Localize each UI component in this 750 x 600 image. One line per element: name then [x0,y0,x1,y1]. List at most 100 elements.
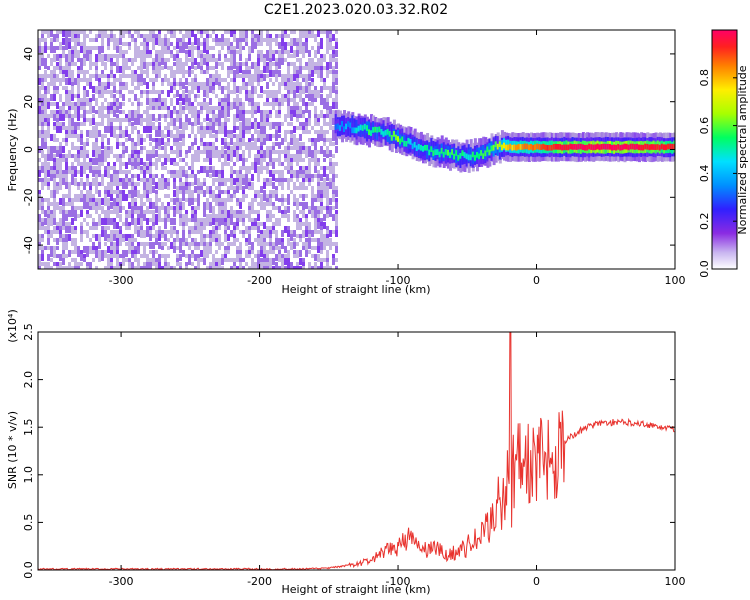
spectrogram-ridge-cell [496,143,500,150]
spectrogram-noise-cell [128,66,131,70]
spectrogram-noise-cell [329,46,332,50]
spectrogram-noise-cell [104,158,107,162]
spectrogram-ridge-cell [380,129,384,135]
spectrogram-ridge-cell [401,136,405,143]
spectrogram-noise-cell [296,150,299,157]
spectrogram-noise-cell [263,150,266,154]
spectrogram-noise-cell [287,82,290,86]
spectrogram-noise-cell [137,190,140,194]
spectrogram-noise-cell [212,134,215,138]
spectrogram-noise-cell [56,34,59,38]
spectrogram-noise-cell [38,106,41,113]
spectrogram-noise-cell [311,194,314,198]
spectrogram-ridge-cell [438,151,442,158]
spectrogram-noise-cell [230,214,233,221]
spectrogram-noise-cell [275,186,278,190]
spectrogram-noise-cell [44,118,47,125]
spectrogram-noise-cell [194,106,197,110]
spectrogram-noise-cell [320,134,323,141]
spectrogram-noise-cell [245,42,248,46]
spectrogram-ridge-cell [463,152,467,158]
spectrogram-noise-cell [179,238,182,245]
spectrogram-noise-cell [92,246,95,253]
spectrogram-noise-cell [326,242,329,246]
spectrogram-noise-cell [155,50,158,54]
spectrogram-noise-cell [53,166,56,173]
spectrogram-noise-cell [56,146,59,150]
spectrogram-noise-cell [128,210,131,214]
spectrogram-noise-cell [296,170,299,177]
spectrogram-noise-cell [311,238,314,242]
spectrogram-noise-cell [314,198,317,202]
spectrogram-noise-cell [92,226,95,230]
spectrogram-noise-cell [68,118,71,122]
spectrogram-noise-cell [275,262,278,269]
spectrogram-noise-cell [218,62,221,66]
spectrogram-noise-cell [149,90,152,94]
spectrogram-noise-cell [170,66,173,70]
spectrogram-noise-cell [101,158,104,165]
spectrogram-noise-cell [227,94,230,101]
spectrogram-noise-cell [227,258,230,262]
spectrogram-noise-cell [275,234,278,238]
spectrogram-noise-cell [305,238,308,242]
spectrogram-noise-cell [179,222,182,226]
spectrogram-noise-cell [176,50,179,54]
spectrogram-noise-cell [200,42,203,46]
spectrogram-noise-cell [203,206,206,213]
spectrogram-ridge-cell [640,144,644,151]
spectrogram-noise-cell [104,134,107,138]
spectrogram-noise-cell [335,198,338,205]
spectrogram-noise-cell [194,218,197,222]
spectrogram-noise-cell [161,206,164,210]
spectrogram-noise-cell [116,186,119,193]
spectrogram-noise-cell [308,66,311,70]
spectrogram-noise-cell [269,190,272,194]
spectrogram-noise-cell [269,42,272,46]
spectrogram-noise-cell [293,186,296,190]
spectrogram-noise-cell [266,114,269,118]
spectrogram-y-tick-label: 20 [22,95,35,109]
spectrogram-noise-cell [95,38,98,42]
spectrogram-noise-cell [245,158,248,162]
spectrogram-noise-cell [302,110,305,117]
spectrogram-noise-cell [299,42,302,46]
spectrogram-noise-cell [113,118,116,122]
spectrogram-noise-cell [317,266,320,269]
spectrogram-noise-cell [305,194,308,198]
spectrogram-noise-cell [38,110,41,117]
spectrogram-noise-cell [194,186,197,193]
spectrogram-noise-cell [269,70,272,77]
spectrogram-noise-cell [248,90,251,94]
spectrogram-noise-cell [212,106,215,110]
spectrogram-noise-cell [170,158,173,165]
spectrogram-noise-cell [158,226,161,230]
spectrogram-noise-cell [266,218,269,222]
spectrogram-noise-cell [74,266,77,269]
spectrogram-noise-cell [257,234,260,241]
spectrogram-noise-cell [239,134,242,138]
spectrogram-noise-cell [68,190,71,194]
spectrogram-noise-cell [59,54,62,61]
spectrogram-noise-cell [284,74,287,78]
spectrogram-noise-cell [275,110,278,114]
spectrogram-noise-cell [272,90,275,94]
spectrogram-noise-cell [86,214,89,218]
spectrogram-noise-cell [314,106,317,110]
spectrogram-noise-cell [191,226,194,230]
spectrogram-noise-cell [191,62,194,69]
spectrogram-noise-cell [170,130,173,134]
spectrogram-noise-cell [77,94,80,101]
spectrogram-noise-cell [320,146,323,150]
spectrogram-noise-cell [59,58,62,62]
spectrogram-noise-cell [251,134,254,141]
spectrogram-noise-cell [224,110,227,114]
spectrogram-noise-cell [296,46,299,50]
spectrogram-noise-cell [185,102,188,106]
spectrogram-noise-cell [113,178,116,182]
spectrogram-noise-cell [176,70,179,74]
spectrogram-noise-cell [278,142,281,149]
spectrogram-noise-cell [116,90,119,94]
spectrogram-noise-cell [125,178,128,182]
spectrogram-noise-cell [137,134,140,138]
